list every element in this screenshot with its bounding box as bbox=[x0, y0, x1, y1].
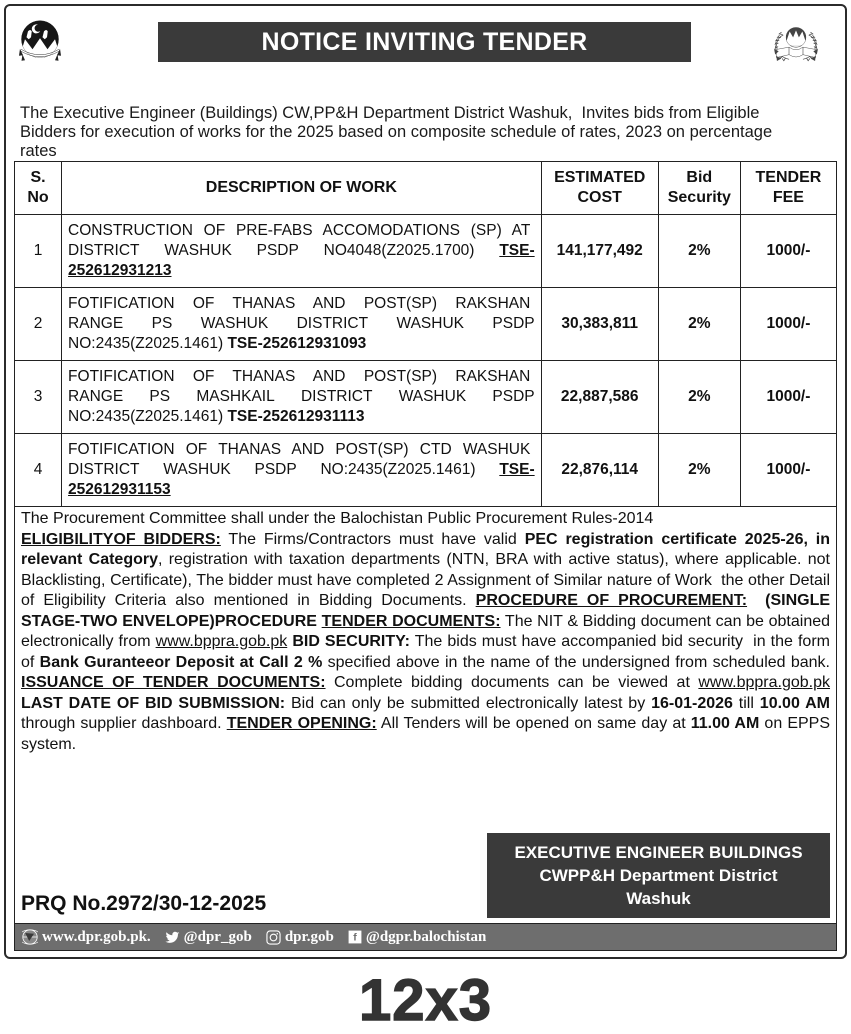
svg-text:f: f bbox=[353, 932, 357, 944]
